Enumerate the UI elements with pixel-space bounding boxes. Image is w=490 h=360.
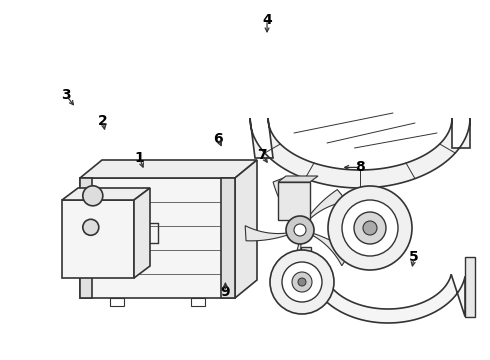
- Text: 7: 7: [257, 148, 267, 162]
- Polygon shape: [465, 257, 475, 316]
- Circle shape: [83, 186, 103, 206]
- Circle shape: [282, 262, 322, 302]
- Polygon shape: [62, 188, 150, 200]
- Polygon shape: [110, 298, 124, 306]
- Polygon shape: [250, 118, 470, 188]
- Polygon shape: [273, 176, 294, 221]
- Circle shape: [342, 200, 398, 256]
- Circle shape: [363, 221, 377, 235]
- Text: 8: 8: [355, 161, 365, 174]
- Text: 4: 4: [262, 13, 272, 27]
- Polygon shape: [134, 188, 150, 278]
- Text: 3: 3: [61, 89, 71, 102]
- Text: 9: 9: [220, 285, 230, 298]
- Text: 5: 5: [409, 251, 419, 264]
- Circle shape: [270, 250, 334, 314]
- Polygon shape: [80, 178, 92, 298]
- Circle shape: [292, 272, 312, 292]
- Polygon shape: [62, 200, 134, 278]
- Circle shape: [354, 212, 386, 244]
- Polygon shape: [306, 190, 347, 221]
- Circle shape: [298, 278, 306, 286]
- Polygon shape: [80, 178, 235, 298]
- Polygon shape: [80, 160, 257, 178]
- Polygon shape: [235, 160, 257, 298]
- Polygon shape: [311, 233, 350, 266]
- Text: 2: 2: [98, 114, 108, 127]
- Circle shape: [83, 219, 99, 235]
- Text: 6: 6: [213, 132, 223, 145]
- Polygon shape: [191, 298, 205, 306]
- Circle shape: [294, 224, 306, 236]
- Circle shape: [286, 216, 314, 244]
- Polygon shape: [279, 242, 301, 285]
- Polygon shape: [221, 178, 235, 298]
- Polygon shape: [311, 274, 465, 323]
- Polygon shape: [278, 176, 318, 182]
- Polygon shape: [278, 182, 310, 220]
- Text: 1: 1: [135, 152, 145, 165]
- Circle shape: [328, 186, 412, 270]
- Polygon shape: [245, 226, 289, 241]
- Polygon shape: [301, 247, 311, 307]
